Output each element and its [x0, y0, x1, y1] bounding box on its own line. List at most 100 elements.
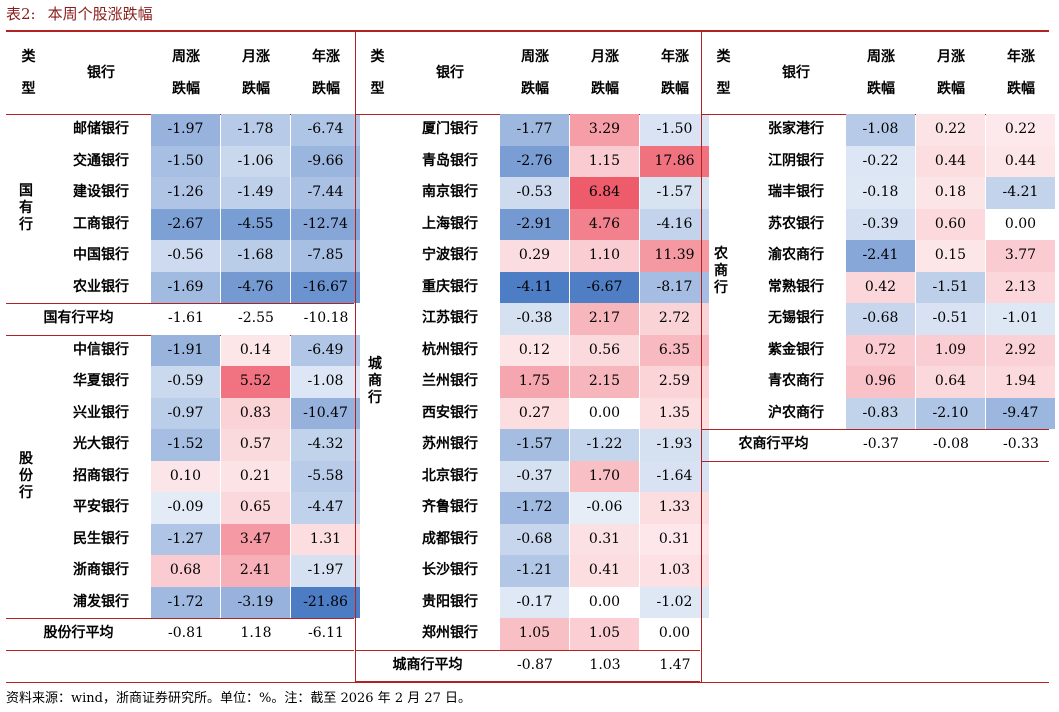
- week-change-cell: -0.59: [151, 366, 220, 398]
- year-change-header-top: 年涨: [1007, 49, 1035, 65]
- month-change-cell: 0.64: [916, 366, 985, 398]
- bank-name: 上海银行: [422, 215, 478, 232]
- type-header-bottom: 型: [716, 81, 731, 97]
- bank-name: 南京银行: [422, 184, 478, 200]
- year-change-cell: 2.59: [640, 366, 709, 398]
- week-change-cell: -1.91: [151, 334, 220, 366]
- week-change-cell: -0.56: [151, 240, 220, 272]
- month-change-cell: -2.10: [916, 397, 985, 429]
- month-change-header-bottom: 跌幅: [937, 81, 965, 97]
- group-label: 国有行: [19, 183, 33, 233]
- average-month-change: -0.08: [933, 436, 969, 452]
- table-row: 宁波银行 0.29 1.10 11.39: [355, 240, 709, 272]
- month-change-cell: 0.65: [221, 492, 290, 524]
- week-change-cell: -0.17: [500, 586, 569, 618]
- bank-name: 西安银行: [422, 404, 478, 421]
- panel-city-commercial: 类型 银行 周涨 跌幅 月涨 跌幅 年涨 跌幅 厦门银行 -1.77 3.29 -1.50 青岛银行 -2…: [355, 32, 709, 682]
- week-change-cell: -0.97: [151, 397, 220, 429]
- year-change-cell: -1.64: [640, 460, 709, 492]
- table-row: 杭州银行 0.12 0.56 6.35: [355, 334, 709, 366]
- table-row: 长沙银行 -1.21 0.41 1.03: [355, 555, 709, 587]
- average-row: 城商行平均 -0.87 1.03 1.47: [355, 650, 700, 682]
- table-row: 青农商行 0.96 0.64 1.94: [701, 366, 1055, 398]
- bank-name: 瑞丰银行: [768, 184, 824, 200]
- bank-name: 成都银行: [422, 530, 478, 547]
- type-header-top: 类: [716, 49, 731, 65]
- panel-rural-commercial: 类型银行 周涨 跌幅 月涨 跌幅 年涨 跌幅 张家港行 -1.08 0.22 0.22 江阴银行 -0.…: [701, 32, 1055, 682]
- group-rule: [6, 618, 354, 619]
- week-change-cell: -2.91: [500, 208, 569, 240]
- table-row: 北京银行 -0.37 1.70 -1.64: [355, 460, 709, 492]
- bank-name: 青农商行: [768, 373, 824, 389]
- month-change-cell: 0.60: [916, 208, 985, 240]
- bank-name: 江阴银行: [768, 152, 824, 169]
- month-change-cell: 0.31: [570, 523, 639, 555]
- week-change-cell: -0.37: [500, 460, 569, 492]
- bank-name: 贵阳银行: [422, 593, 478, 610]
- week-change-cell: -0.22: [846, 145, 915, 177]
- week-change-cell: -0.39: [846, 208, 915, 240]
- month-change-cell: -1.06: [221, 145, 290, 177]
- month-change-cell: 0.14: [221, 334, 290, 366]
- month-change-header-bottom: 跌幅: [242, 81, 270, 97]
- year-change-cell: 0.44: [986, 145, 1055, 177]
- average-month-change: -2.55: [238, 310, 274, 326]
- table-row: 工商银行 -2.67 -4.55 -12.74: [6, 208, 360, 240]
- year-change-header-bottom: 跌幅: [661, 81, 689, 97]
- bank-name: 交通银行: [73, 152, 129, 169]
- month-change-header-top: 月涨: [591, 49, 619, 65]
- table-row: 平安银行 -0.09 0.65 -4.47: [6, 492, 360, 524]
- bank-name: 宁波银行: [422, 247, 478, 263]
- year-change-cell: 0.00: [986, 208, 1055, 240]
- week-change-cell: 0.27: [500, 397, 569, 429]
- month-change-cell: 2.41: [221, 555, 290, 587]
- table-row: 邮储银行 -1.97 -1.78 -6.74: [6, 114, 360, 146]
- month-change-cell: 0.18: [916, 177, 985, 209]
- year-change-cell: 0.31: [640, 523, 709, 555]
- bank-name: 青岛银行: [422, 152, 478, 169]
- year-change-cell: -7.85: [291, 240, 360, 272]
- group-rule: [355, 649, 700, 651]
- bank-name: 厦门银行: [422, 121, 478, 137]
- year-change-cell: 17.86: [640, 145, 709, 177]
- year-change-cell: -1.50: [640, 114, 709, 146]
- week-change-cell: 0.72: [846, 334, 915, 366]
- month-change-cell: 0.57: [221, 429, 290, 461]
- bank-header: 银行: [782, 65, 810, 81]
- bank-name: 华夏银行: [73, 373, 129, 389]
- year-change-cell: -21.86: [291, 586, 360, 618]
- year-change-cell: -1.02: [640, 586, 709, 618]
- month-change-cell: 1.05: [570, 618, 639, 650]
- bank-name: 常熟银行: [768, 278, 824, 295]
- month-change-cell: 6.84: [570, 177, 639, 209]
- month-change-cell: 3.47: [221, 523, 290, 555]
- bank-name: 光大银行: [73, 436, 129, 452]
- year-change-cell: 2.92: [986, 334, 1055, 366]
- bank-name: 建设银行: [73, 184, 129, 200]
- bottom-rule: [6, 682, 1049, 683]
- average-year-change: -6.11: [308, 625, 344, 641]
- week-change-cell: -0.53: [500, 177, 569, 209]
- column-header: 类型 银行 周涨 跌幅 月涨 跌幅 年涨 跌幅: [355, 32, 700, 114]
- average-label: 农商行平均: [738, 436, 809, 452]
- year-change-cell: -7.44: [291, 177, 360, 209]
- bank-name: 重庆银行: [422, 278, 478, 295]
- bank-name: 北京银行: [422, 467, 478, 484]
- group-rule: [701, 429, 1049, 430]
- month-change-cell: -0.06: [570, 492, 639, 524]
- week-change-header-top: 周涨: [172, 49, 200, 65]
- year-change-cell: 11.39: [640, 240, 709, 272]
- panel-state-joint-stock: 类型银行 周涨 跌幅 月涨 跌幅 年涨 跌幅 邮储银行 -1.97 -1.78 -6.74 交通银行 -…: [6, 32, 360, 682]
- month-change-cell: 0.44: [916, 145, 985, 177]
- week-change-cell: -1.57: [500, 429, 569, 461]
- week-change-header-top: 周涨: [867, 49, 895, 65]
- month-change-cell: -1.51: [916, 271, 985, 303]
- year-change-cell: -10.47: [291, 397, 360, 429]
- bank-name: 中信银行: [73, 341, 129, 358]
- week-change-cell: 0.96: [846, 366, 915, 398]
- table-row: 光大银行 -1.52 0.57 -4.32: [6, 429, 360, 461]
- average-row: 农商行平均 -0.37 -0.08 -0.33: [701, 429, 1049, 461]
- week-change-cell: -1.97: [151, 114, 220, 146]
- week-change-cell: -1.72: [151, 586, 220, 618]
- bank-name: 郑州银行: [422, 625, 478, 641]
